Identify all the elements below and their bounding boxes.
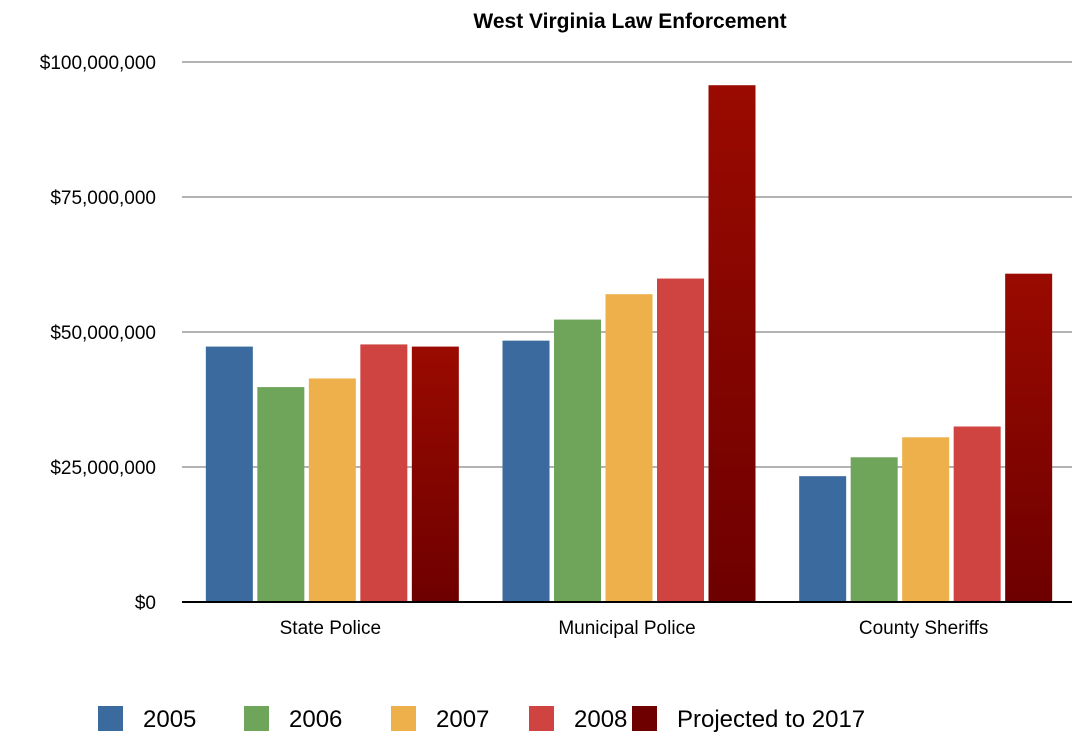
legend-label: 2006	[289, 706, 342, 733]
legend-label: 2007	[436, 706, 489, 733]
x-axis-category-labels: State Police Municipal Police County Sheri…	[280, 618, 989, 639]
chart-title: West Virginia Law Enforcement	[473, 10, 786, 33]
y-tick-label: $50,000,000	[50, 323, 156, 344]
bars	[205, 85, 1053, 603]
y-tick-label: $0	[135, 593, 156, 614]
bar-municipal-police-projected-to-2017	[708, 85, 756, 603]
bar-state-police-projected-to-2017	[411, 346, 459, 602]
x-category-label: County Sheriffs	[859, 618, 989, 639]
bar-state-police-2007	[308, 378, 356, 602]
bar-state-police-2006	[257, 387, 305, 602]
legend-swatch	[529, 706, 554, 731]
bar-municipal-police-2007	[605, 294, 653, 602]
bar-municipal-police-2008	[657, 278, 704, 602]
x-category-label: State Police	[280, 618, 381, 639]
y-tick-label: $25,000,000	[50, 458, 156, 479]
y-axis-tick-labels: $0 $25,000,000 $50,000,000 $75,000,000 $100,…	[40, 53, 156, 614]
legend-swatch	[632, 706, 657, 731]
bar-municipal-police-2006	[554, 319, 601, 602]
bar-county-sheriffs-2005	[799, 476, 847, 602]
bar-county-sheriffs-projected-to-2017	[1005, 273, 1053, 602]
bar-state-police-2005	[205, 346, 253, 602]
bar-county-sheriffs-2008	[953, 426, 1001, 602]
bar-county-sheriffs-2007	[902, 437, 950, 602]
bar-state-police-2008	[360, 344, 408, 602]
y-tick-label: $75,000,000	[50, 188, 156, 209]
y-tick-label: $100,000,000	[40, 53, 156, 74]
legend: 2005 2006 2007 2008 Projected to 2017	[98, 706, 865, 733]
x-category-label: Municipal Police	[558, 618, 695, 639]
legend-swatch	[244, 706, 269, 731]
bar-municipal-police-2005	[502, 340, 550, 602]
legend-label: Projected to 2017	[677, 706, 865, 733]
bar-county-sheriffs-2006	[850, 457, 898, 602]
legend-label: 2008	[574, 706, 627, 733]
legend-swatch	[98, 706, 123, 731]
legend-label: 2005	[143, 706, 196, 733]
legend-swatch	[391, 706, 416, 731]
